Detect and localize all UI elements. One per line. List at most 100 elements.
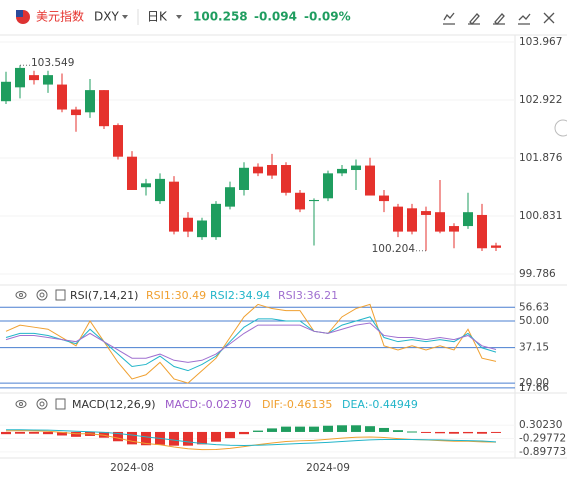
y-tick-label: 100.831 (519, 210, 562, 222)
x-tick-label: 2024-08 (110, 462, 154, 474)
tool-brush[interactable] (493, 13, 505, 25)
candle-body (379, 195, 389, 202)
y-tick-label: 20.00 (519, 377, 549, 389)
macd-bar (169, 431, 179, 446)
y-tick-label: -0.89773 (519, 446, 566, 458)
y-tick-label: 103.967 (519, 36, 562, 48)
change-pct: -0.09% (304, 10, 351, 24)
candle-body (155, 178, 165, 202)
macd-bar (435, 431, 445, 434)
macd-bar (43, 431, 53, 435)
candle-body (183, 217, 193, 232)
candle-body (169, 181, 179, 232)
tool-close[interactable] (543, 12, 555, 24)
macd-bar (141, 431, 151, 446)
macd-bar (211, 431, 221, 442)
tool-pen[interactable] (468, 13, 480, 25)
macd-bar (127, 431, 137, 445)
rsi-line (5, 322, 497, 363)
candle-body (253, 166, 263, 174)
macd-bar (295, 426, 305, 432)
candle-body (449, 226, 459, 232)
candle-body (323, 173, 333, 199)
macd-bar (281, 426, 291, 432)
macd-title: MACD(12,26,9) (72, 398, 156, 411)
macd-bar (253, 430, 263, 432)
candle-body (267, 165, 277, 176)
toolbar[interactable] (443, 12, 555, 25)
title[interactable]: 美元指数 (36, 9, 84, 24)
candle-body (239, 167, 249, 190)
candle-body (351, 165, 361, 171)
candle-body (127, 156, 137, 190)
candle-body (85, 90, 95, 113)
y-tick-label: 99.786 (519, 268, 556, 280)
candle-body (407, 208, 417, 232)
flag-icon (16, 10, 30, 24)
candle-body (29, 75, 39, 81)
period[interactable]: 日K (147, 10, 168, 24)
candle-body (141, 183, 151, 188)
legend-entry: RSI3:36.21 (278, 289, 338, 302)
rsi-line (5, 316, 497, 372)
macd-bar (407, 431, 417, 433)
annotation: 103.549 (31, 57, 74, 69)
macd-icons[interactable] (15, 398, 66, 410)
macd-bar (379, 427, 389, 432)
tool-line[interactable] (443, 12, 455, 25)
side-button[interactable] (554, 119, 567, 137)
symbol[interactable]: DXY (94, 10, 119, 24)
candle-body (491, 245, 501, 248)
y-tick-label: 17.66 (519, 382, 549, 394)
macd-bar (463, 431, 473, 434)
candle-body (365, 165, 375, 196)
candle-body (435, 212, 445, 232)
annotation: 100.204 (372, 243, 416, 255)
change: -0.094 (254, 10, 297, 24)
candle-body (43, 75, 53, 85)
candle-body (281, 165, 291, 193)
macd-bar (29, 431, 39, 434)
macd-bar (225, 431, 235, 439)
macd-bar (449, 431, 459, 434)
macd-bar (239, 431, 249, 435)
candle-body (337, 168, 347, 174)
candle-body (57, 84, 67, 110)
candle-body (225, 187, 235, 207)
candle-body (463, 212, 473, 227)
candle-body (197, 220, 207, 238)
legend-entry: MACD:-0.02370 (165, 398, 251, 411)
macd-bar (421, 431, 431, 433)
y-tick-label: 0.30230 (519, 419, 562, 431)
macd-line (6, 429, 497, 446)
legend-entry: RSI1:30.49 (146, 289, 206, 302)
dropdown-arrow[interactable] (176, 15, 182, 19)
macd-bar (337, 425, 347, 432)
legend-entry: RSI2:34.94 (210, 289, 270, 302)
x-tick-label: 2024-09 (306, 462, 350, 474)
macd-bar (267, 428, 277, 432)
rsi-line (5, 303, 497, 384)
macd-bar (57, 431, 67, 436)
tool-trend[interactable] (518, 13, 531, 25)
candle-body (393, 206, 403, 232)
macd-bar (323, 425, 333, 432)
macd-bar (309, 426, 319, 432)
macd-bar (71, 431, 81, 437)
macd-bar (197, 431, 207, 445)
macd-bar (491, 431, 501, 433)
y-tick-label: 101.876 (519, 152, 563, 164)
macd-bar (477, 431, 487, 434)
y-tick-label: 102.922 (519, 94, 562, 106)
macd-bar (15, 431, 25, 434)
rsi-icons[interactable] (15, 289, 66, 301)
dropdown-arrow[interactable] (122, 15, 128, 19)
candle-body (421, 211, 431, 215)
macd-bar (393, 430, 403, 432)
macd-bar (351, 425, 361, 432)
y-tick-label: 50.00 (519, 315, 549, 327)
price: 100.258 (193, 10, 248, 24)
legend-entry: DIF:-0.46135 (262, 398, 332, 411)
candle-body (309, 199, 319, 202)
